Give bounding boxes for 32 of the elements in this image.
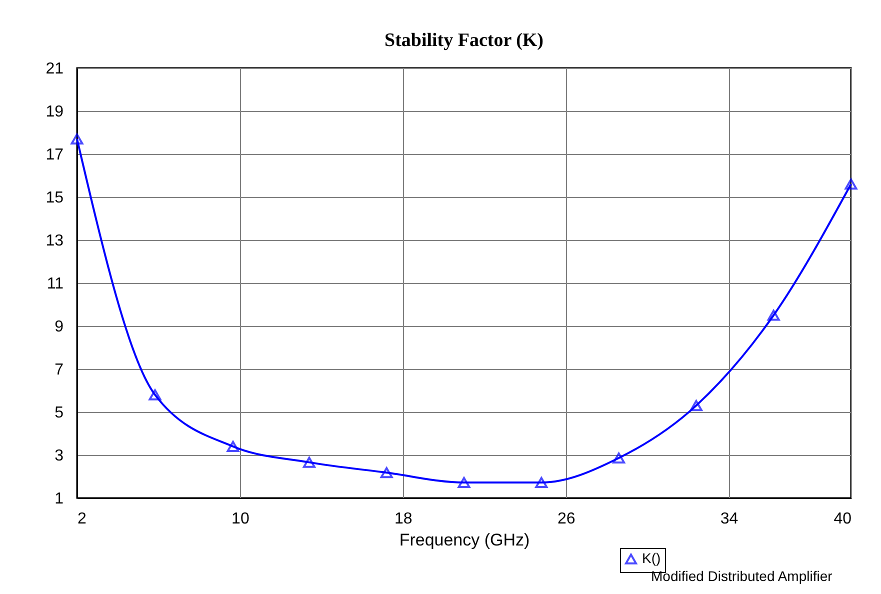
point	[380, 467, 393, 478]
x-tick-label: 40	[834, 510, 852, 528]
y-tick-label: 15	[46, 190, 64, 206]
text: Modified Distributed Amplifier	[651, 568, 833, 584]
y-tick-label: 3	[54, 448, 64, 464]
y-tick-label: 13	[46, 232, 64, 250]
y-tick-label: 19	[46, 104, 64, 120]
point	[458, 476, 470, 488]
y-tick-label: 9	[54, 318, 64, 336]
x-tick-label: 2	[78, 510, 86, 528]
x-tick-label: 10	[232, 510, 250, 528]
point	[535, 476, 548, 488]
legend-label: K()	[642, 550, 661, 566]
x-tick-label: 34	[720, 510, 738, 528]
y-tick-label: 11	[46, 276, 64, 292]
x-axis-title: Frequency (GHz)	[399, 530, 530, 550]
point	[70, 133, 84, 144]
point	[767, 310, 780, 321]
point	[690, 400, 702, 412]
y-tick-label: 5	[54, 404, 64, 422]
y-tick-label: 7	[54, 362, 64, 378]
y-tick-label: 1	[54, 490, 64, 508]
point	[612, 452, 626, 464]
point	[844, 178, 858, 190]
point	[148, 389, 162, 400]
point	[302, 456, 316, 468]
y-tick-label: 21	[46, 60, 64, 78]
y-tick-label: 17	[46, 146, 64, 164]
point	[226, 440, 240, 452]
x-tick-label: 26	[557, 510, 576, 528]
x-tick-label: 18	[394, 510, 412, 528]
chart-title: Stability Factor (K)	[384, 30, 544, 51]
